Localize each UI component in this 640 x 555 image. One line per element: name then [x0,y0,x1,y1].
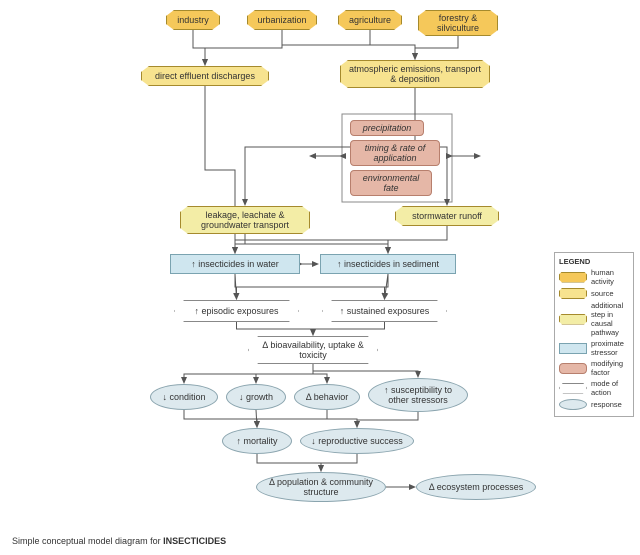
legend-label: human activity [591,268,629,286]
node-suscep: ↑ susceptibility to other stressors [368,378,468,412]
node-stormwater: stormwater runoff [395,206,499,226]
legend-swatch-addl [559,314,587,325]
legend-swatch-ell [559,399,587,410]
node-behav: Δ behavior [294,384,360,410]
legend-title: LEGEND [559,257,629,266]
legend-swatch-rect [559,343,587,354]
node-atm: atmospheric emissions, transport & depos… [340,60,490,88]
legend-swatch-human [559,272,587,283]
legend-row-source: source [559,288,629,299]
legend: LEGEND human activity source additional st… [554,252,634,417]
node-inssed: ↑ insecticides in sediment [320,254,456,274]
node-sustained: ↑ sustained exposures [322,300,447,322]
node-cond: ↓ condition [150,384,218,410]
node-pop: Δ population & community structure [256,472,386,502]
caption: Simple conceptual model diagram for INSE… [12,536,226,546]
node-urbanization: urbanization [247,10,317,30]
node-agriculture: agriculture [338,10,402,30]
node-episodic: ↑ episodic exposures [174,300,299,322]
node-forestry: forestry & silviculture [418,10,498,36]
legend-row-mod: modifying factor [559,359,629,377]
legend-row-human: human activity [559,268,629,286]
node-effluent: direct effluent discharges [141,66,269,86]
node-industry: industry [166,10,220,30]
node-envfate: environmental fate [350,170,432,196]
node-mort: ↑ mortality [222,428,292,454]
node-growth: ↓ growth [226,384,286,410]
legend-swatch-mod [559,363,587,374]
node-repro: ↓ reproductive success [300,428,414,454]
legend-label: additional step in causal pathway [591,301,629,337]
caption-subject: INSECTICIDES [163,536,226,546]
legend-label: source [591,289,614,298]
node-bioavail: Δ bioavailability, uptake & toxicity [248,336,378,364]
legend-label: proximate stressor [591,339,629,357]
caption-prefix: Simple conceptual model diagram for [12,536,163,546]
node-timing: timing & rate of application [350,140,440,166]
legend-row-ell: response [559,399,629,410]
node-precip: precipitation [350,120,424,136]
legend-label: modifying factor [591,359,629,377]
legend-row-rect: proximate stressor [559,339,629,357]
node-eco: Δ ecosystem processes [416,474,536,500]
legend-row-addl: additional step in causal pathway [559,301,629,337]
legend-label: response [591,400,622,409]
legend-label: mode of action [591,379,629,397]
legend-row-hex: mode of action [559,379,629,397]
node-leakage: leakage, leachate & groundwater transpor… [180,206,310,234]
legend-swatch-hex [559,383,587,394]
node-inswater: ↑ insecticides in water [170,254,300,274]
legend-swatch-source [559,288,587,299]
